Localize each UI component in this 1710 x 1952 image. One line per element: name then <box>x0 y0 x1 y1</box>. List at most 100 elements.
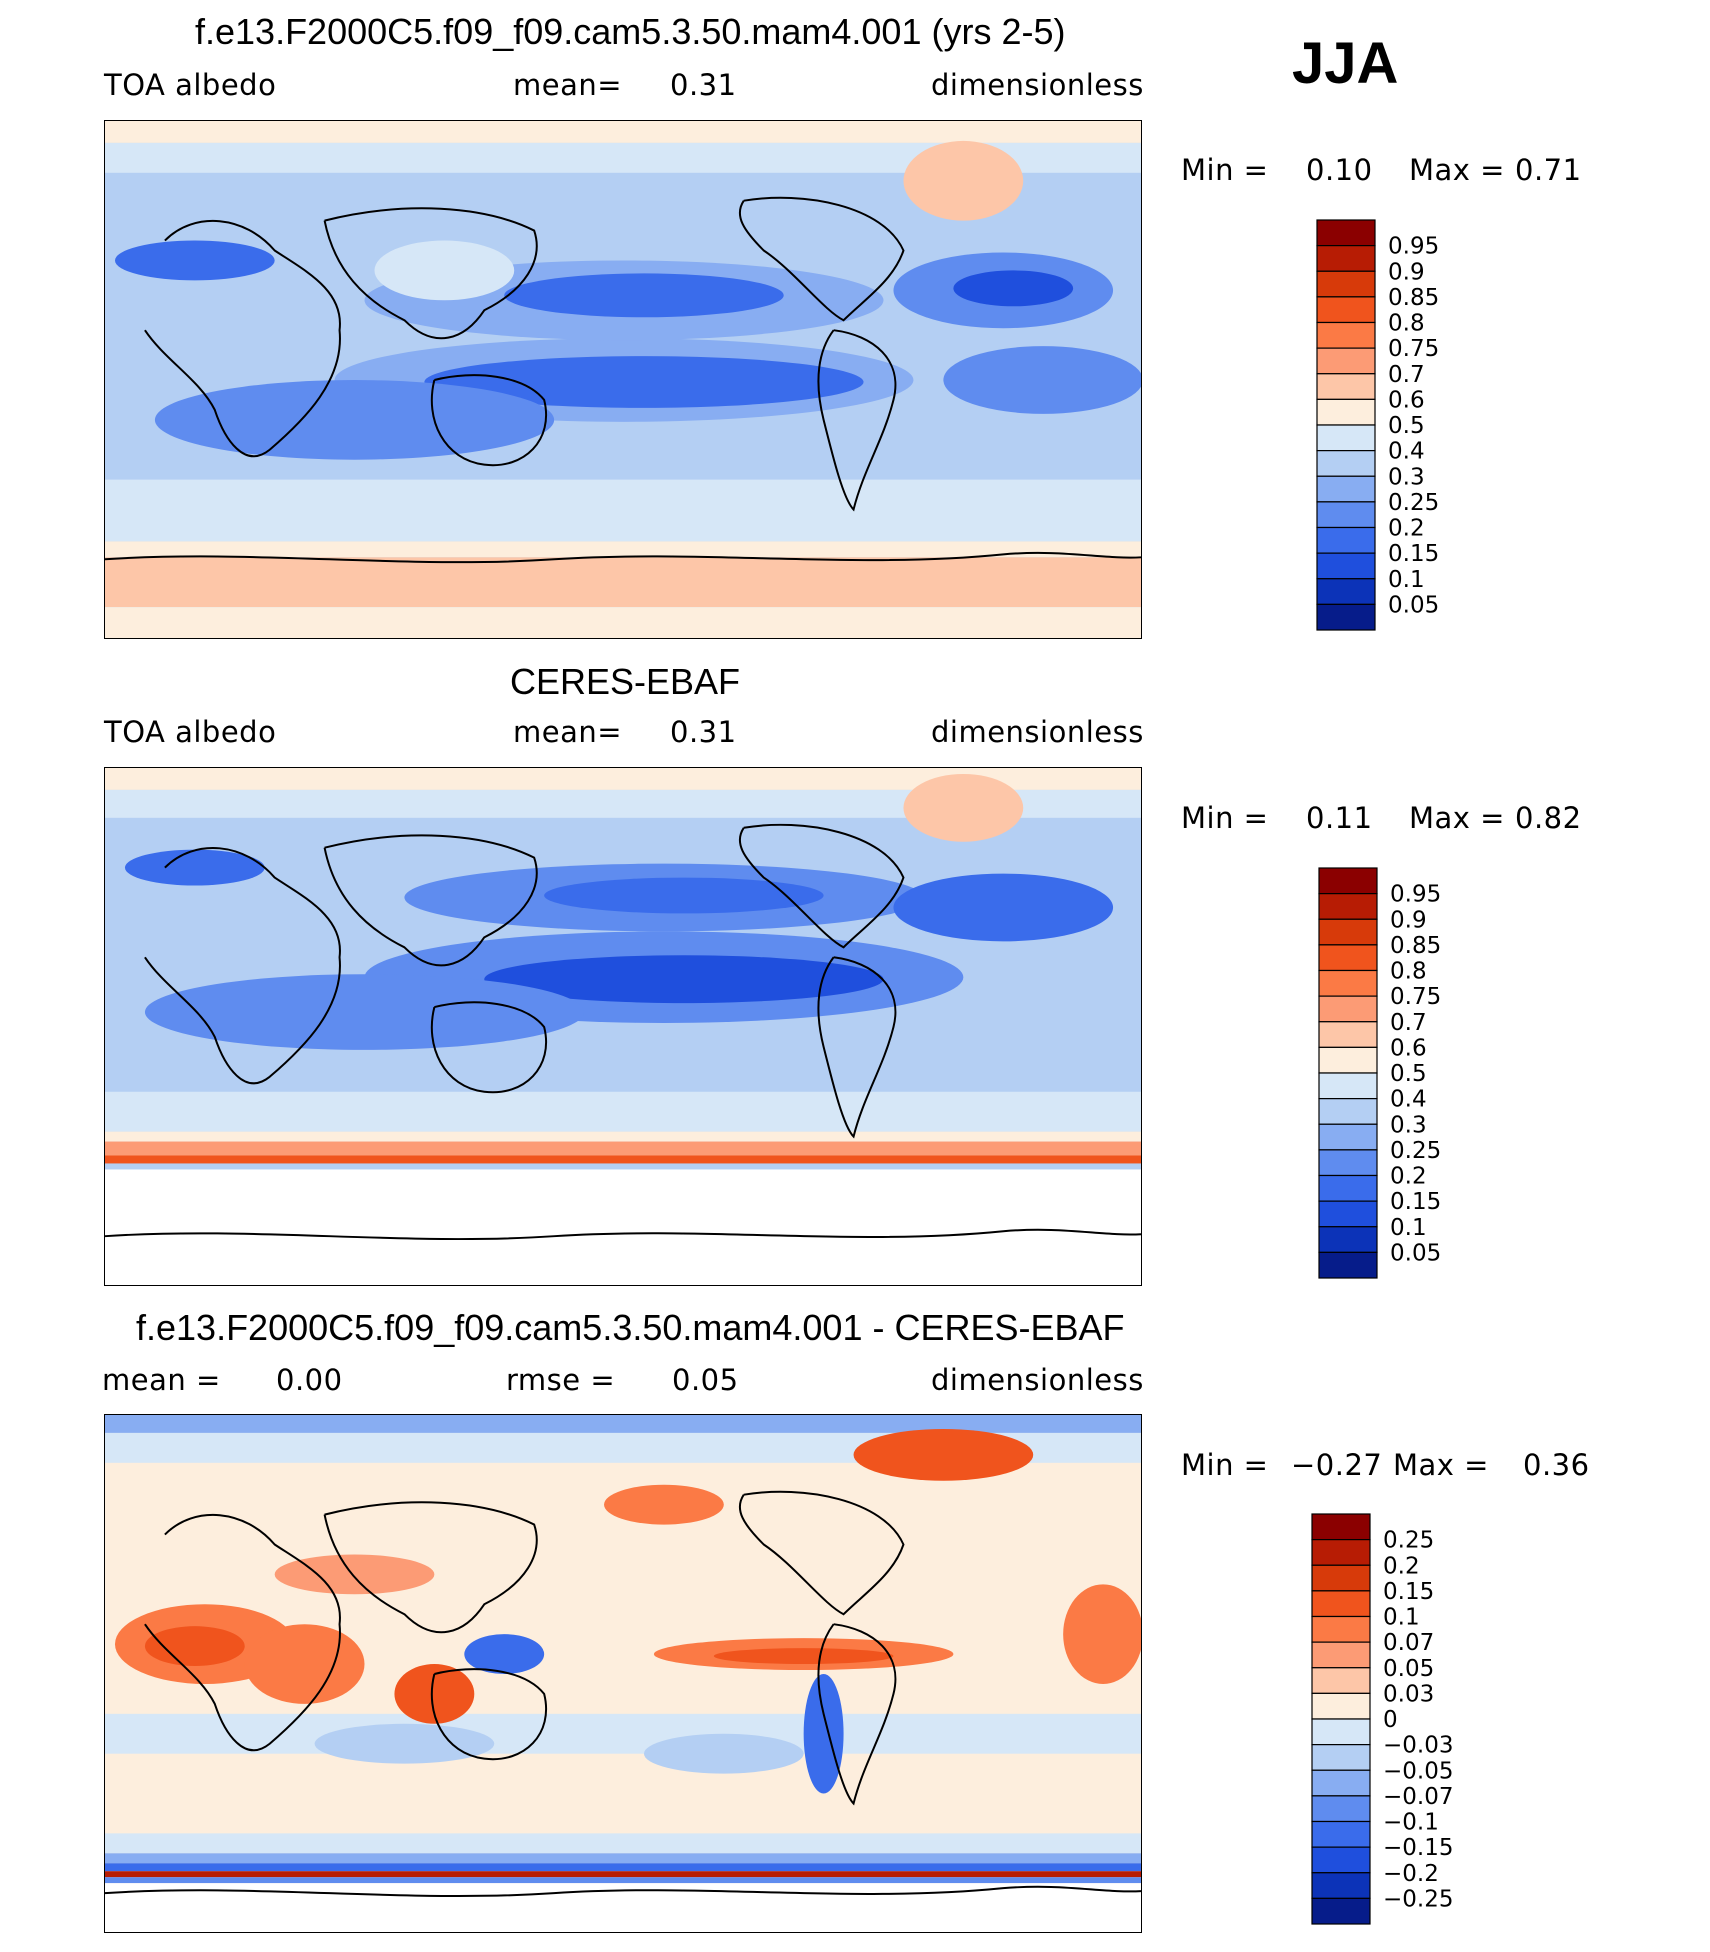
colorbar-swatch <box>1316 603 1376 631</box>
colorbar-tick-label: 0.9 <box>1390 907 1427 933</box>
panel-2-map <box>104 767 1142 1286</box>
panel-1-max-label: Max = <box>1409 153 1505 187</box>
colorbar-tick-label: 0.9 <box>1388 259 1425 285</box>
colorbar-svg: 0.950.90.850.80.750.70.60.50.40.30.250.2… <box>1316 219 1439 631</box>
panel-2-mean-value: 0.31 <box>670 715 737 749</box>
colorbar-tick-label: 0.2 <box>1388 516 1425 542</box>
colorbar-tick-label: 0.1 <box>1383 1605 1420 1631</box>
colorbar-tick-label: 0.05 <box>1383 1656 1434 1682</box>
colorbar-tick-label: 0.5 <box>1388 413 1425 439</box>
colorbar-swatch <box>1316 398 1376 426</box>
colorbar-swatch <box>1318 1021 1378 1048</box>
panel-2-title: CERES-EBAF <box>510 661 741 702</box>
colorbar-swatch <box>1318 1098 1378 1125</box>
colorbar-swatch <box>1311 1820 1371 1848</box>
colorbar-swatch <box>1316 373 1376 400</box>
colorbar-swatch <box>1311 1846 1371 1874</box>
panel-3-colorbar: 0.25 0.2 0.15 0.1 0.07 0.05 0.03 0 −0.03 −0.05 −0.… <box>1311 1513 1571 1925</box>
colorbar-tick-label: −0.07 <box>1383 1784 1453 1810</box>
colorbar-tick-label: −0.1 <box>1383 1810 1439 1836</box>
colorbar-tick-label: 0.8 <box>1388 311 1425 337</box>
panel-1-variable-label: TOA albedo <box>104 68 277 102</box>
colorbar-tick-label: −0.2 <box>1383 1861 1439 1887</box>
colorbar-swatch <box>1311 1615 1371 1643</box>
colorbar-tick-label: 0.2 <box>1383 1553 1420 1579</box>
season-label: JJA <box>1292 31 1399 96</box>
colorbar-tick-label: 0.85 <box>1390 933 1441 959</box>
panel-3-map <box>104 1414 1142 1933</box>
colorbar-tick-label: 0.8 <box>1390 959 1427 985</box>
colorbar-swatch <box>1316 296 1376 324</box>
colorbar-tick-label: 0.75 <box>1388 336 1439 362</box>
panel-1-mean-label: mean= <box>513 68 623 102</box>
colorbar-swatch <box>1316 270 1376 298</box>
panel-1-min-label: Min = <box>1181 153 1269 187</box>
colorbar-swatch <box>1311 1795 1371 1823</box>
colorbar-tick-label: −0.25 <box>1383 1886 1453 1912</box>
colorbar-tick-label: 0 <box>1383 1707 1398 1733</box>
colorbar-tick-label: 0.15 <box>1383 1579 1434 1605</box>
panel-3-mean-label: mean = <box>102 1363 221 1397</box>
colorbar-swatch <box>1318 893 1378 920</box>
colorbar-tick-label: 0.4 <box>1390 1087 1427 1113</box>
colorbar-swatch <box>1318 1046 1378 1074</box>
colorbar-tick-label: 0.2 <box>1390 1164 1427 1190</box>
colorbar-swatch <box>1311 1872 1371 1899</box>
colorbar-swatch <box>1318 918 1378 946</box>
colorbar-swatch <box>1316 219 1376 247</box>
panel-1-min-value: 0.10 <box>1306 153 1373 187</box>
colorbar-swatch <box>1311 1590 1371 1618</box>
panel-3-rmse-label: rmse = <box>506 1363 616 1397</box>
colorbar-tick-label: 0.6 <box>1390 1035 1427 1061</box>
colorbar-tick-label: −0.03 <box>1383 1733 1453 1759</box>
panel-2-variable-label: TOA albedo <box>104 715 277 749</box>
colorbar-swatch <box>1311 1564 1371 1592</box>
colorbar-swatch <box>1316 321 1376 349</box>
colorbar-swatch <box>1311 1641 1371 1669</box>
colorbar-swatch <box>1318 995 1378 1023</box>
colorbar-tick-label: 0.05 <box>1388 592 1439 618</box>
colorbar-tick-label: 0.25 <box>1390 1138 1441 1164</box>
colorbar-svg: 0.250.20.150.10.070.050.030−0.03−0.05−0.… <box>1311 1513 1453 1925</box>
colorbar-tick-label: −0.05 <box>1383 1758 1453 1784</box>
colorbar-tick-label: −0.15 <box>1383 1835 1453 1861</box>
panel-1-max-value: 0.71 <box>1515 153 1582 187</box>
colorbar-tick-label: 0.07 <box>1383 1630 1434 1656</box>
colorbar-tick-label: 0.4 <box>1388 439 1425 465</box>
colorbar-tick-label: 0.7 <box>1390 1010 1427 1036</box>
colorbar-tick-label: 0.5 <box>1390 1061 1427 1087</box>
colorbar-tick-label: 0.03 <box>1383 1681 1434 1707</box>
colorbar-swatch <box>1311 1513 1371 1541</box>
colorbar-tick-label: 0.85 <box>1388 285 1439 311</box>
colorbar-tick-label: 0.15 <box>1388 541 1439 567</box>
colorbar-swatch <box>1316 475 1376 503</box>
colorbar-tick-label: 0.25 <box>1388 490 1439 516</box>
panel-3-rmse-value: 0.05 <box>672 1363 739 1397</box>
colorbar-swatch <box>1311 1744 1371 1771</box>
colorbar-swatch <box>1318 1251 1378 1279</box>
colorbar-tick-label: 0.1 <box>1388 567 1425 593</box>
panel-3-title: f.e13.F2000C5.f09_f09.cam5.3.50.mam4.001… <box>136 1307 1125 1348</box>
colorbar-swatch <box>1318 1200 1378 1228</box>
colorbar-swatch <box>1318 1149 1378 1177</box>
colorbar-tick-label: 0.6 <box>1388 387 1425 413</box>
colorbar-swatch <box>1311 1667 1371 1694</box>
colorbar-tick-label: 0.3 <box>1388 464 1425 490</box>
colorbar-swatch <box>1311 1718 1371 1746</box>
colorbar-swatch <box>1318 1174 1378 1202</box>
panel-2-max-label: Max = <box>1409 801 1505 835</box>
panel-2-max-value: 0.82 <box>1515 801 1582 835</box>
panel-2-min-value: 0.11 <box>1306 801 1373 835</box>
colorbar-tick-label: 0.75 <box>1390 984 1441 1010</box>
colorbar-swatch <box>1316 347 1376 375</box>
colorbar-swatch <box>1318 1072 1378 1100</box>
colorbar-tick-label: 0.3 <box>1390 1112 1427 1138</box>
colorbar-swatch <box>1311 1897 1371 1925</box>
colorbar-tick-label: 0.7 <box>1388 362 1425 388</box>
panel-1-title: f.e13.F2000C5.f09_f09.cam5.3.50.mam4.001… <box>195 11 1066 52</box>
panel-2-mean-label: mean= <box>513 715 623 749</box>
colorbar-swatch <box>1318 867 1378 895</box>
colorbar-swatch <box>1316 552 1376 580</box>
panel-2-min-label: Min = <box>1181 801 1269 835</box>
panel-3-max-label: Max = <box>1393 1448 1489 1482</box>
